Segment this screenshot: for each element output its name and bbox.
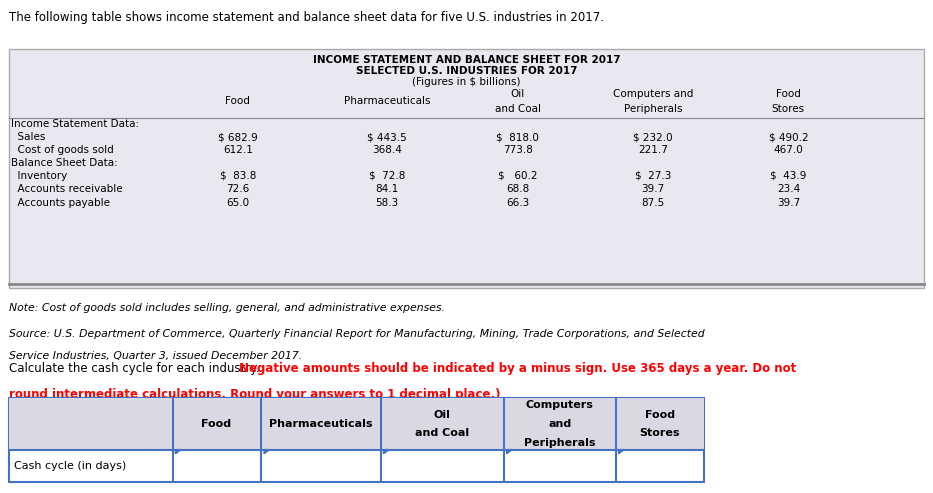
FancyBboxPatch shape (9, 398, 704, 482)
Text: Sales: Sales (11, 132, 46, 142)
Text: $   60.2: $ 60.2 (498, 171, 537, 180)
Text: (Figures in $ billions): (Figures in $ billions) (412, 77, 521, 87)
Text: 39.7: 39.7 (777, 198, 800, 208)
Text: Peripherals: Peripherals (524, 438, 595, 448)
Text: Balance Sheet Data:: Balance Sheet Data: (11, 158, 118, 168)
Text: Note: Cost of goods sold includes selling, general, and administrative expenses.: Note: Cost of goods sold includes sellin… (9, 303, 445, 313)
Text: Source: U.S. Department of Commerce, Quarterly Financial Report for Manufacturin: Source: U.S. Department of Commerce, Qua… (9, 329, 705, 339)
Text: SELECTED U.S. INDUSTRIES FOR 2017: SELECTED U.S. INDUSTRIES FOR 2017 (355, 66, 578, 76)
Text: 65.0: 65.0 (227, 198, 249, 208)
Text: 39.7: 39.7 (642, 184, 664, 194)
Polygon shape (619, 450, 624, 454)
Text: 368.4: 368.4 (372, 145, 402, 155)
Text: 221.7: 221.7 (638, 145, 668, 155)
Polygon shape (383, 450, 389, 454)
Text: Income Statement Data:: Income Statement Data: (11, 119, 139, 129)
Text: Inventory: Inventory (11, 171, 67, 180)
Text: and Coal: and Coal (494, 104, 541, 113)
Text: and Coal: and Coal (415, 428, 469, 438)
Text: Peripherals: Peripherals (624, 104, 682, 113)
Polygon shape (264, 450, 270, 454)
Text: $ 490.2: $ 490.2 (769, 132, 808, 142)
Text: Accounts receivable: Accounts receivable (11, 184, 123, 194)
Text: $ 443.5: $ 443.5 (368, 132, 407, 142)
Text: $ 682.9: $ 682.9 (218, 132, 258, 142)
Text: Food: Food (202, 419, 231, 429)
Text: Negative amounts should be indicated by a minus sign. Use 365 days a year. Do no: Negative amounts should be indicated by … (239, 362, 796, 375)
Text: 72.6: 72.6 (227, 184, 249, 194)
Text: Accounts payable: Accounts payable (11, 198, 110, 208)
Text: The following table shows income statement and balance sheet data for five U.S. : The following table shows income stateme… (9, 11, 605, 24)
Text: $  27.3: $ 27.3 (635, 171, 671, 180)
Text: 58.3: 58.3 (376, 198, 398, 208)
Polygon shape (175, 450, 181, 454)
FancyBboxPatch shape (9, 398, 704, 450)
Text: $  818.0: $ 818.0 (496, 132, 539, 142)
Text: $  83.8: $ 83.8 (220, 171, 256, 180)
Text: 23.4: 23.4 (777, 184, 800, 194)
Text: Cost of goods sold: Cost of goods sold (11, 145, 114, 155)
Text: 68.8: 68.8 (507, 184, 529, 194)
Text: 87.5: 87.5 (642, 198, 664, 208)
Text: Food: Food (776, 89, 801, 99)
Text: 773.8: 773.8 (503, 145, 533, 155)
FancyBboxPatch shape (9, 49, 924, 288)
Text: Oil: Oil (434, 410, 451, 420)
Text: Food: Food (226, 96, 250, 106)
Text: $  43.9: $ 43.9 (771, 171, 806, 180)
Text: Cash cycle (in days): Cash cycle (in days) (14, 461, 126, 471)
Text: Calculate the cash cycle for each industry.: Calculate the cash cycle for each indust… (9, 362, 264, 375)
Text: $ 232.0: $ 232.0 (634, 132, 673, 142)
Text: 66.3: 66.3 (507, 198, 529, 208)
Text: 612.1: 612.1 (223, 145, 253, 155)
Text: 84.1: 84.1 (376, 184, 398, 194)
Text: Service Industries, Quarter 3, issued December 2017.: Service Industries, Quarter 3, issued De… (9, 351, 302, 360)
Text: Stores: Stores (772, 104, 805, 113)
Text: and: and (549, 419, 571, 429)
Text: Oil: Oil (510, 89, 525, 99)
Text: INCOME STATEMENT AND BALANCE SHEET FOR 2017: INCOME STATEMENT AND BALANCE SHEET FOR 2… (313, 55, 620, 65)
Text: $  72.8: $ 72.8 (369, 171, 405, 180)
Text: Pharmaceuticals: Pharmaceuticals (344, 96, 430, 106)
Text: Stores: Stores (639, 428, 680, 438)
Text: Computers: Computers (526, 400, 593, 410)
Text: Pharmaceuticals: Pharmaceuticals (270, 419, 372, 429)
Text: 467.0: 467.0 (773, 145, 803, 155)
Text: round intermediate calculations. Round your answers to 1 decimal place.): round intermediate calculations. Round y… (9, 388, 501, 401)
Polygon shape (507, 450, 512, 454)
Text: Computers and: Computers and (613, 89, 693, 99)
Text: Food: Food (645, 410, 675, 420)
